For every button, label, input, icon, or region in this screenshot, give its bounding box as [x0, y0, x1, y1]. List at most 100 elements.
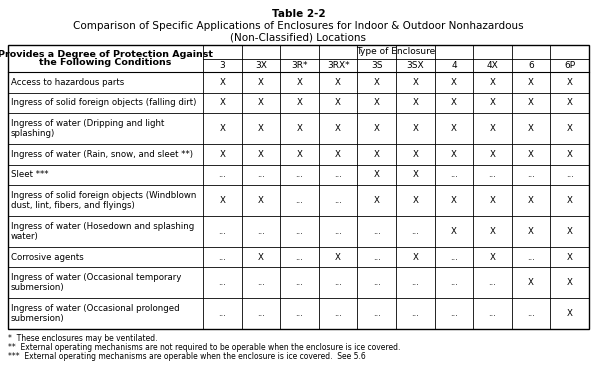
Text: ...: ...	[296, 309, 303, 318]
Text: X: X	[219, 196, 225, 205]
Text: ...: ...	[411, 309, 419, 318]
Text: X: X	[374, 150, 380, 159]
Text: X: X	[528, 150, 534, 159]
Text: X: X	[219, 150, 225, 159]
Text: submersion): submersion)	[11, 283, 64, 292]
Text: ...: ...	[488, 309, 497, 318]
Text: (Non-Classified) Locations: (Non-Classified) Locations	[230, 32, 367, 42]
Text: Ingress of solid foreign objects (Windblown: Ingress of solid foreign objects (Windbl…	[11, 191, 196, 200]
Text: 6P: 6P	[564, 61, 576, 70]
Text: X: X	[528, 196, 534, 205]
Text: Table 2-2: Table 2-2	[272, 9, 325, 19]
Text: 3RX*: 3RX*	[327, 61, 349, 70]
Text: X: X	[567, 150, 573, 159]
Text: X: X	[490, 98, 496, 108]
Text: X: X	[374, 78, 380, 87]
Text: ...: ...	[373, 278, 381, 287]
Text: ...: ...	[257, 227, 265, 236]
Text: 4X: 4X	[487, 61, 498, 70]
Text: 3SX: 3SX	[407, 61, 424, 70]
Text: ...: ...	[219, 227, 226, 236]
Text: ...: ...	[296, 253, 303, 262]
Text: X: X	[219, 98, 225, 108]
Bar	[8, 45, 589, 329]
Text: X: X	[451, 124, 457, 133]
Text: ...: ...	[296, 278, 303, 287]
Text: submersion): submersion)	[11, 314, 64, 323]
Text: Corrosive agents: Corrosive agents	[11, 253, 84, 262]
Text: ...: ...	[296, 227, 303, 236]
Text: X: X	[451, 98, 457, 108]
Text: X: X	[258, 124, 264, 133]
Text: ...: ...	[450, 253, 458, 262]
Text: X: X	[567, 78, 573, 87]
Text: X: X	[567, 253, 573, 262]
Text: ...: ...	[527, 309, 535, 318]
Text: ...: ...	[219, 309, 226, 318]
Text: Ingress of water (Occasional prolonged: Ingress of water (Occasional prolonged	[11, 304, 180, 313]
Text: X: X	[413, 170, 418, 179]
Text: Ingress of water (Rain, snow, and sleet **): Ingress of water (Rain, snow, and sleet …	[11, 150, 193, 159]
Text: X: X	[413, 253, 418, 262]
Text: water): water)	[11, 232, 39, 241]
Text: ...: ...	[219, 278, 226, 287]
Text: Provides a Degree of Protection Against: Provides a Degree of Protection Against	[0, 50, 213, 59]
Text: 4: 4	[451, 61, 457, 70]
Text: ...: ...	[334, 170, 342, 179]
Text: Sleet ***: Sleet ***	[11, 170, 48, 179]
Text: Ingress of water (Hosedown and splashing: Ingress of water (Hosedown and splashing	[11, 222, 194, 231]
Text: X: X	[528, 227, 534, 236]
Text: ...: ...	[334, 227, 342, 236]
Text: X: X	[567, 124, 573, 133]
Text: X: X	[374, 196, 380, 205]
Text: X: X	[490, 253, 496, 262]
Text: *  These enclosures may be ventilated.: * These enclosures may be ventilated.	[8, 334, 158, 343]
Text: ...: ...	[527, 170, 535, 179]
Text: X: X	[451, 227, 457, 236]
Text: ...: ...	[219, 253, 226, 262]
Text: X: X	[374, 98, 380, 108]
Text: ...: ...	[450, 309, 458, 318]
Text: ...: ...	[488, 170, 497, 179]
Text: X: X	[413, 78, 418, 87]
Text: X: X	[297, 124, 303, 133]
Text: **  External operating mechanisms are not required to be operable when the enclo: ** External operating mechanisms are not…	[8, 343, 401, 352]
Text: X: X	[297, 150, 303, 159]
Text: X: X	[567, 278, 573, 287]
Text: X: X	[219, 78, 225, 87]
Text: ...: ...	[257, 278, 265, 287]
Text: ...: ...	[257, 309, 265, 318]
Text: X: X	[335, 253, 341, 262]
Text: X: X	[567, 227, 573, 236]
Text: 3S: 3S	[371, 61, 383, 70]
Text: X: X	[567, 309, 573, 318]
Text: X: X	[413, 124, 418, 133]
Text: X: X	[258, 98, 264, 108]
Text: ...: ...	[334, 196, 342, 205]
Text: X: X	[219, 124, 225, 133]
Text: 6: 6	[528, 61, 534, 70]
Text: ...: ...	[488, 278, 497, 287]
Text: ...: ...	[450, 278, 458, 287]
Text: X: X	[567, 98, 573, 108]
Text: X: X	[490, 150, 496, 159]
Text: X: X	[413, 150, 418, 159]
Text: X: X	[374, 170, 380, 179]
Text: ...: ...	[450, 170, 458, 179]
Text: ...: ...	[373, 253, 381, 262]
Text: ...: ...	[257, 170, 265, 179]
Text: X: X	[335, 78, 341, 87]
Text: X: X	[490, 124, 496, 133]
Text: ...: ...	[411, 278, 419, 287]
Text: Ingress of water (Occasional temporary: Ingress of water (Occasional temporary	[11, 273, 181, 282]
Text: ...: ...	[411, 227, 419, 236]
Text: X: X	[528, 78, 534, 87]
Text: X: X	[451, 150, 457, 159]
Text: X: X	[451, 78, 457, 87]
Text: ...: ...	[373, 227, 381, 236]
Text: ...: ...	[296, 196, 303, 205]
Text: Type of Enclosure: Type of Enclosure	[356, 48, 436, 56]
Text: X: X	[490, 227, 496, 236]
Text: X: X	[528, 278, 534, 287]
Text: 3: 3	[220, 61, 225, 70]
